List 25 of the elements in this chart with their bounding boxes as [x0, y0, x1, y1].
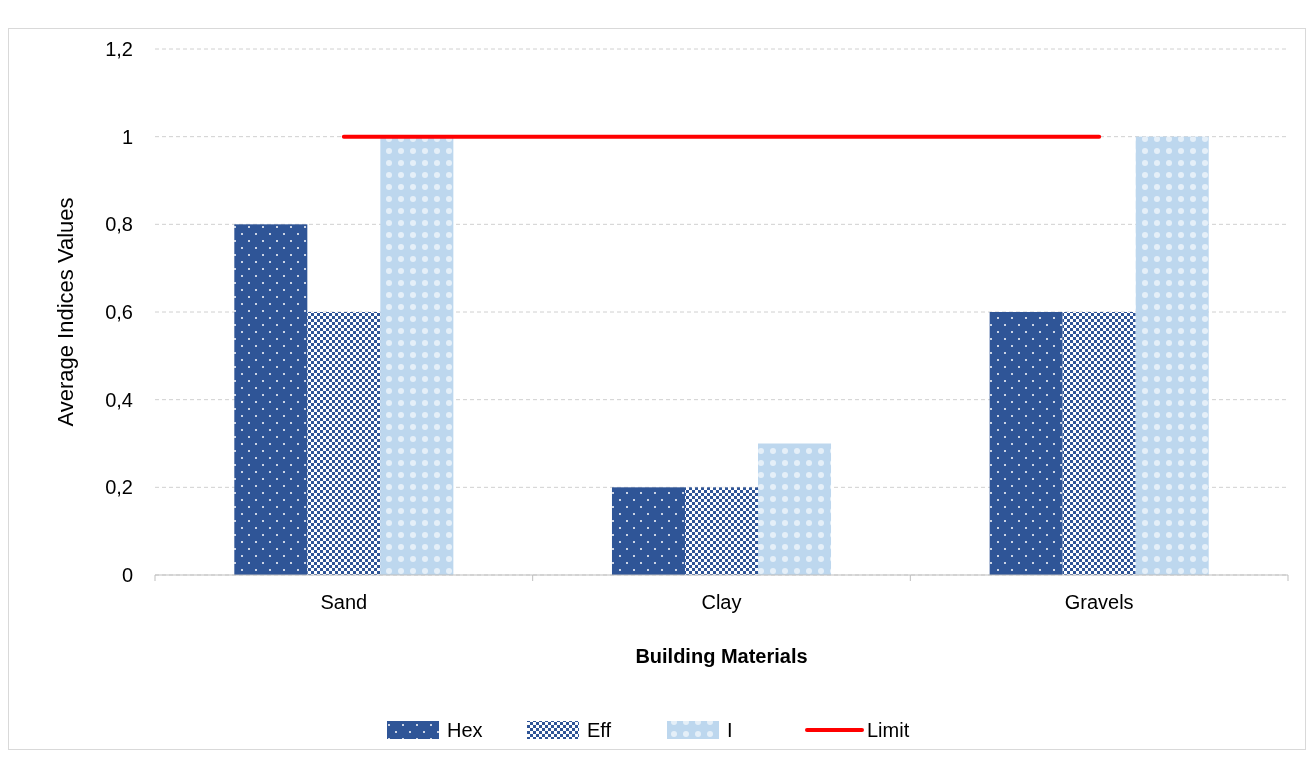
y-axis-title: Average Indices Values: [53, 197, 78, 427]
bar: [307, 312, 381, 575]
x-tick-label: Clay: [701, 591, 742, 613]
legend-label: I: [727, 719, 733, 741]
legend-label: Eff: [587, 719, 612, 741]
x-axis-title: Building Materials: [635, 645, 808, 667]
y-tick-label: 1,2: [105, 38, 133, 60]
bar: [611, 487, 685, 575]
y-tick-label: 0,4: [105, 388, 133, 411]
x-tick-label: Gravels: [1064, 591, 1134, 613]
y-tick-label: 0,6: [105, 301, 133, 323]
legend-label: Hex: [447, 719, 483, 741]
bar: [1135, 136, 1209, 575]
y-tick-label: 0: [121, 564, 133, 586]
bar: [684, 487, 759, 575]
y-tick-label: 1: [121, 125, 133, 148]
bar: [380, 136, 454, 575]
bar: [1062, 312, 1136, 575]
bar: [758, 443, 832, 575]
y-tick-label: 0,8: [105, 213, 133, 236]
x-tick-label: Sand: [320, 591, 368, 613]
legend-label: Limit: [867, 719, 910, 741]
y-tick-label: 0,2: [105, 476, 133, 499]
bar: [989, 312, 1063, 575]
bar: [234, 224, 308, 575]
